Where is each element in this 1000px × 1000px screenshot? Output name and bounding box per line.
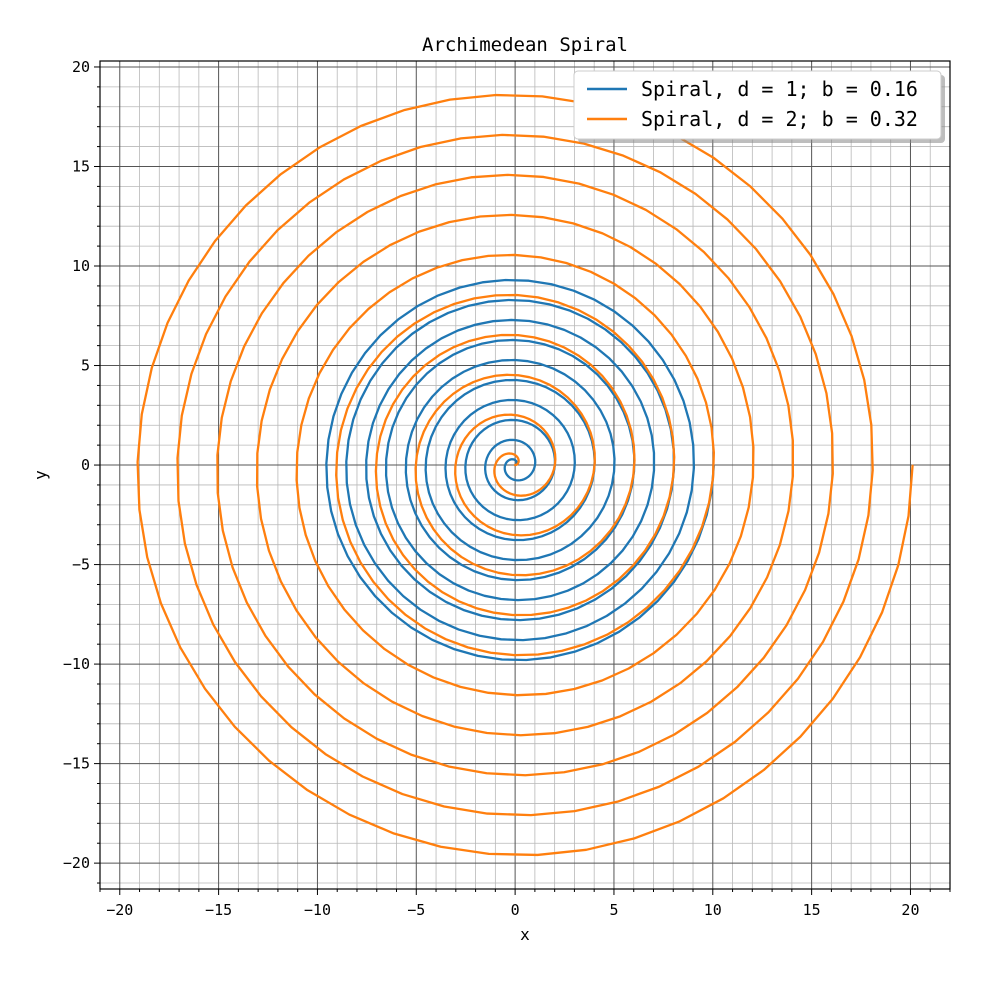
y-tick-label: −15 [63, 755, 90, 773]
plot-background [100, 61, 950, 889]
x-axis-label: x [520, 925, 530, 944]
x-tick-label: 20 [901, 901, 919, 919]
spiral-series-1 [325, 278, 715, 662]
axes-border [99, 60, 951, 890]
y-tick-label: 5 [81, 357, 90, 375]
chart-title: Archimedean Spiral [422, 34, 628, 56]
x-tick-label: 5 [609, 901, 618, 919]
y-tick-label: −10 [63, 655, 90, 673]
x-tick-label: 0 [511, 901, 520, 919]
x-tick-label: 10 [704, 901, 722, 919]
y-tick-label: 15 [72, 157, 90, 175]
legend-label-spiral-1: Spiral, d = 1; b = 0.16 [641, 77, 918, 101]
spiral-series-2 [136, 93, 914, 857]
x-tick-label: −15 [205, 901, 232, 919]
y-axis-label: y [31, 470, 50, 480]
x-tick-label: −5 [407, 901, 425, 919]
plot-area [100, 61, 950, 889]
y-tick-label: −20 [63, 854, 90, 872]
x-tick-label: 15 [803, 901, 821, 919]
x-tick-label: −20 [106, 901, 133, 919]
y-tick-label: 10 [72, 257, 90, 275]
series-layer [136, 93, 914, 857]
x-tick-label: −10 [304, 901, 331, 919]
x-axis-ticks: −20 −15 −10 −5 0 5 10 15 20 [99, 889, 951, 919]
y-tick-label: 20 [72, 58, 90, 76]
legend: Spiral, d = 1; b = 0.16 Spiral, d = 2; b… [573, 70, 945, 143]
y-tick-label: −5 [72, 556, 90, 574]
y-tick-label: 0 [81, 456, 90, 474]
y-axis-ticks: −20 −15 −10 −5 0 5 10 15 20 [63, 58, 100, 884]
legend-box [573, 70, 942, 140]
axes-frame [99, 60, 951, 890]
legend-label-spiral-2: Spiral, d = 2; b = 0.32 [641, 107, 918, 131]
